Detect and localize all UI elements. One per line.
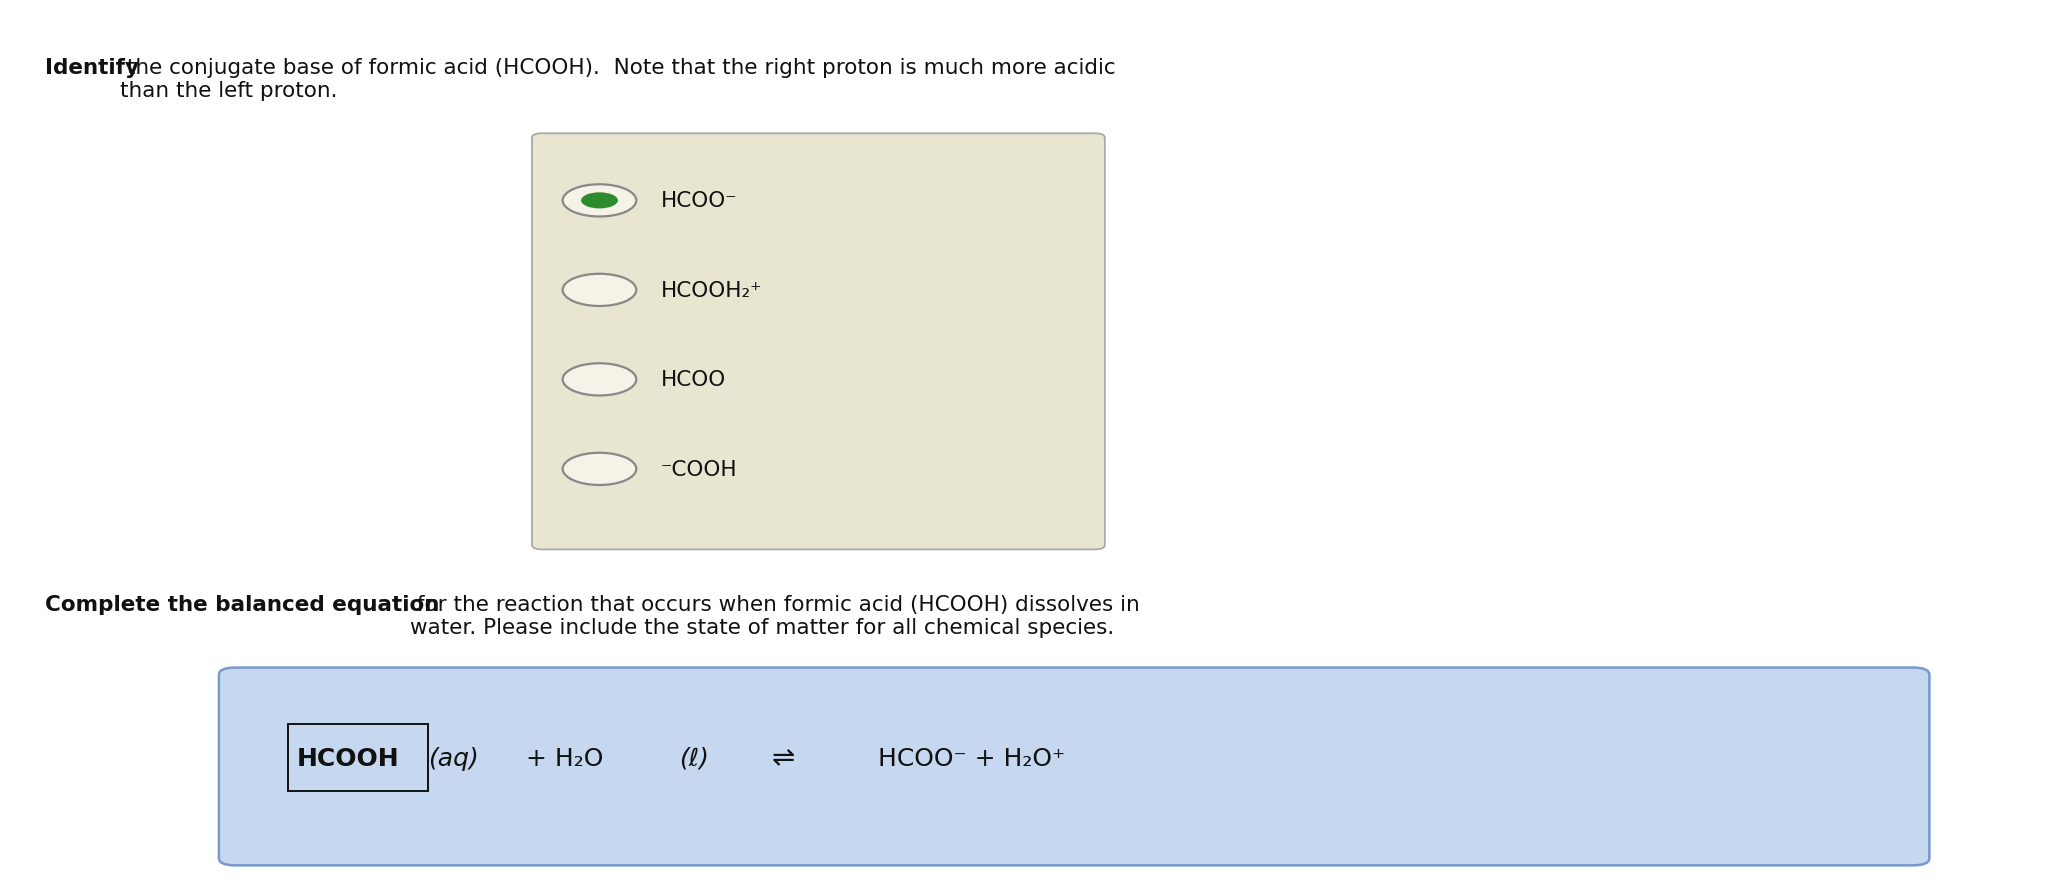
Text: for the reaction that occurs when formic acid (HCOOH) dissolves in
water. Please: for the reaction that occurs when formic… [409, 595, 1140, 637]
Text: (aq): (aq) [428, 746, 479, 770]
Text: HCOOH₂⁺: HCOOH₂⁺ [661, 281, 763, 300]
Text: (ℓ): (ℓ) [679, 746, 710, 770]
Text: the conjugate base of formic acid (HCOOH).  Note that the right proton is much m: the conjugate base of formic acid (HCOOH… [119, 58, 1115, 101]
Text: HCOO⁻ + H₂O⁺: HCOO⁻ + H₂O⁺ [878, 746, 1064, 770]
Text: HCOOH: HCOOH [297, 746, 399, 770]
Text: + H₂O: + H₂O [526, 746, 604, 770]
Text: ⇌: ⇌ [771, 744, 794, 772]
Text: Complete the balanced equation: Complete the balanced equation [45, 595, 440, 614]
Text: HCOO: HCOO [661, 370, 726, 390]
Text: ⁻COOH: ⁻COOH [661, 460, 737, 479]
Text: HCOO⁻: HCOO⁻ [661, 191, 737, 211]
Text: Identify: Identify [45, 58, 139, 78]
